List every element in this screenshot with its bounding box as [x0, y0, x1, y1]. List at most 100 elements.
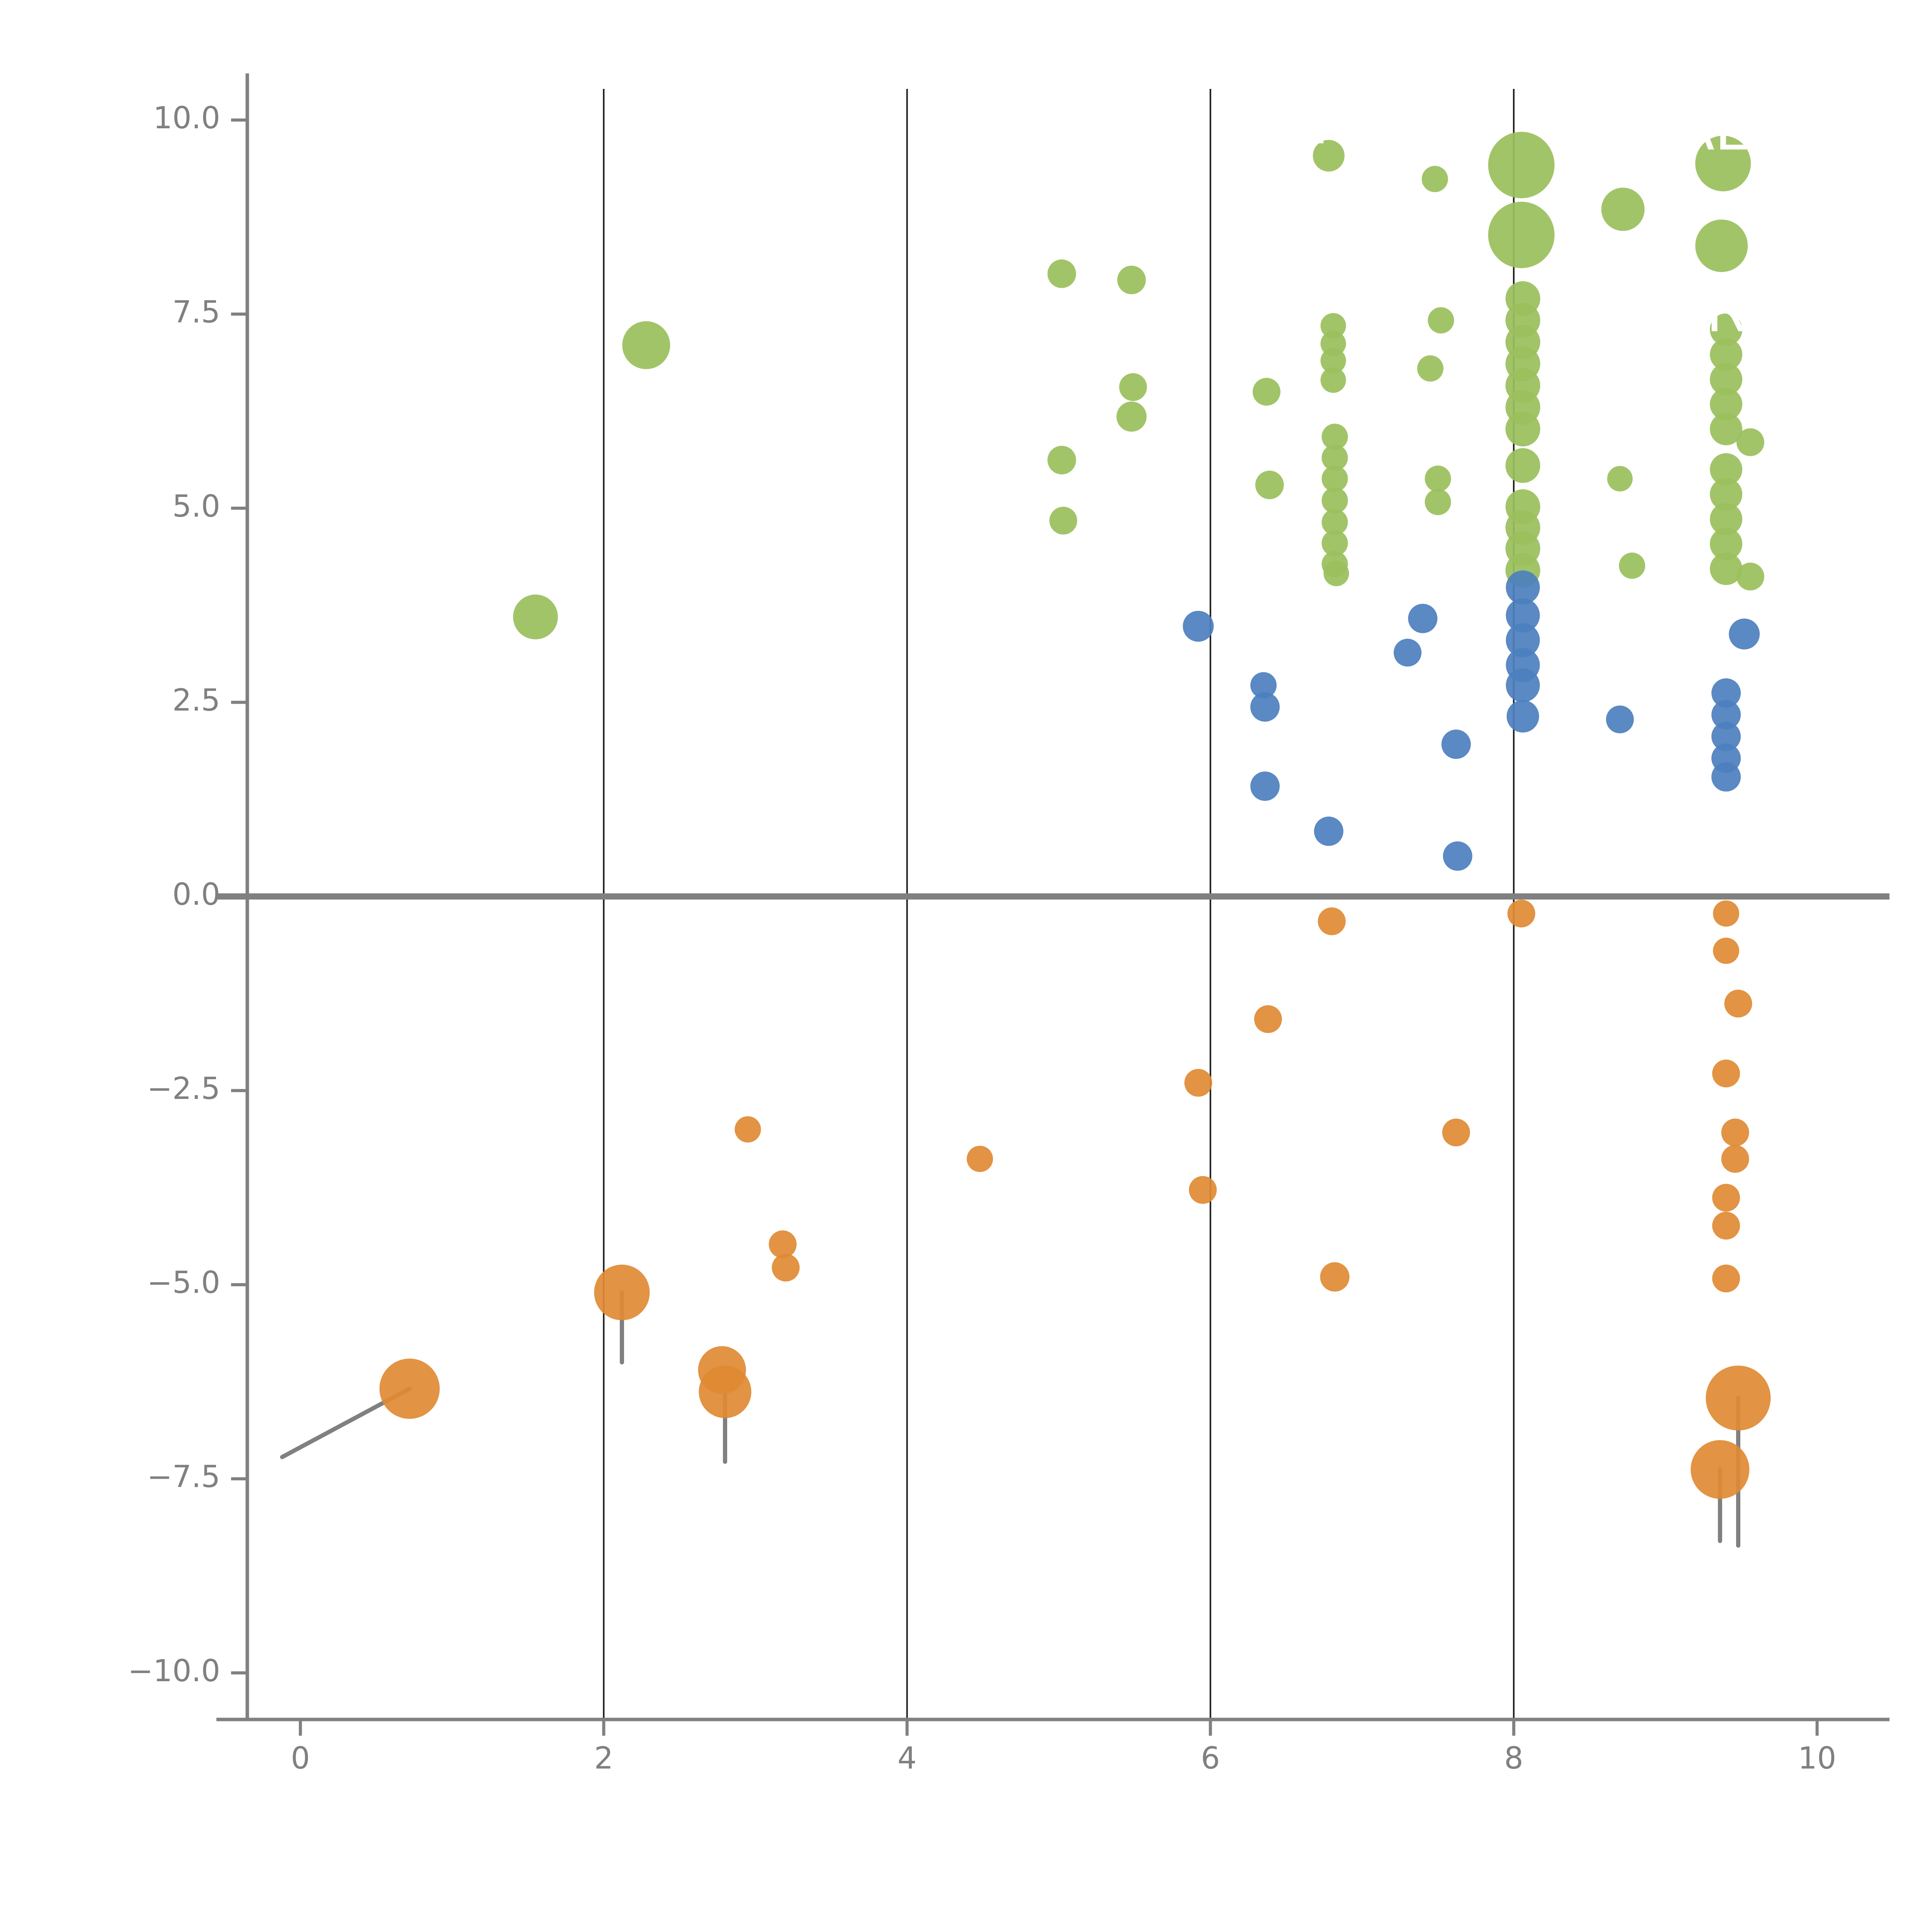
point-green-22[interactable]	[1323, 561, 1349, 587]
point-blue-18[interactable]	[1711, 700, 1741, 730]
y-tick-label-1: 7.5	[172, 295, 220, 330]
point-green-13[interactable]	[1320, 348, 1346, 374]
point-green-26[interactable]	[1425, 489, 1451, 515]
point-green-54[interactable]	[1710, 503, 1743, 536]
point-green-43[interactable]	[1607, 466, 1633, 492]
point-orange-14[interactable]	[1507, 900, 1536, 928]
point-orange-9[interactable]	[1189, 1176, 1217, 1204]
point-green-9[interactable]	[1255, 471, 1284, 499]
point-green-20[interactable]	[1321, 530, 1348, 556]
point-green-6[interactable]	[1119, 373, 1147, 401]
point-green-3[interactable]	[1047, 446, 1076, 474]
point-blue-10[interactable]	[1506, 598, 1540, 633]
point-green-58[interactable]	[1736, 563, 1764, 591]
point-orange-18[interactable]	[1712, 1060, 1740, 1088]
series-orange[interactable]	[379, 900, 1771, 1499]
point-orange-25[interactable]	[1690, 1440, 1750, 1499]
point-green-16[interactable]	[1321, 444, 1348, 471]
series-green[interactable]	[513, 132, 1764, 639]
point-blue-0[interactable]	[1183, 611, 1214, 642]
point-orange-12[interactable]	[1320, 1262, 1350, 1292]
point-blue-14[interactable]	[1507, 700, 1539, 733]
point-blue-11[interactable]	[1506, 623, 1540, 657]
point-green-5[interactable]	[1117, 265, 1146, 294]
point-green-51[interactable]	[1710, 413, 1743, 446]
point-orange-11[interactable]	[1318, 907, 1346, 935]
point-green-36[interactable]	[1505, 412, 1541, 447]
point-green-52[interactable]	[1710, 453, 1743, 486]
y-tick-label-8: −10.0	[128, 1654, 220, 1689]
point-orange-0[interactable]	[379, 1358, 440, 1419]
point-orange-20[interactable]	[1721, 1145, 1749, 1173]
point-green-53[interactable]	[1710, 478, 1743, 511]
point-orange-24[interactable]	[1706, 1366, 1771, 1431]
point-green-37[interactable]	[1505, 448, 1541, 483]
point-green-57[interactable]	[1736, 428, 1764, 456]
point-green-4[interactable]	[1049, 507, 1077, 535]
point-blue-13[interactable]	[1506, 668, 1540, 702]
point-green-55[interactable]	[1710, 527, 1743, 560]
point-orange-17[interactable]	[1724, 990, 1752, 1018]
point-green-28[interactable]	[1488, 132, 1555, 199]
point-orange-13[interactable]	[1442, 1118, 1470, 1146]
point-green-7[interactable]	[1116, 401, 1147, 432]
point-blue-15[interactable]	[1606, 705, 1634, 733]
point-green-10[interactable]	[1313, 140, 1345, 172]
point-orange-16[interactable]	[1713, 937, 1740, 964]
point-orange-3[interactable]	[699, 1366, 752, 1418]
point-green-56[interactable]	[1710, 553, 1743, 585]
point-orange-22[interactable]	[1712, 1212, 1740, 1240]
point-blue-16[interactable]	[1729, 618, 1760, 650]
point-green-19[interactable]	[1321, 509, 1348, 536]
point-orange-4[interactable]	[735, 1116, 761, 1143]
point-orange-15[interactable]	[1713, 900, 1740, 927]
point-green-27[interactable]	[1425, 465, 1451, 492]
point-blue-19[interactable]	[1711, 722, 1741, 752]
data-points[interactable]	[379, 132, 1771, 1499]
point-green-42[interactable]	[1601, 187, 1645, 231]
point-orange-19[interactable]	[1721, 1118, 1749, 1146]
point-green-45[interactable]	[1695, 136, 1751, 192]
point-green-44[interactable]	[1619, 552, 1645, 579]
point-green-25[interactable]	[1417, 355, 1444, 382]
point-green-14[interactable]	[1320, 367, 1346, 393]
point-green-11[interactable]	[1320, 313, 1346, 339]
point-blue-21[interactable]	[1711, 762, 1741, 792]
series-blue[interactable]	[1183, 570, 1760, 871]
point-orange-1[interactable]	[594, 1264, 650, 1320]
point-green-17[interactable]	[1321, 465, 1348, 492]
point-orange-8[interactable]	[1184, 1069, 1213, 1097]
point-orange-23[interactable]	[1712, 1264, 1740, 1293]
point-blue-8[interactable]	[1443, 841, 1473, 871]
point-green-29[interactable]	[1488, 201, 1555, 268]
point-blue-7[interactable]	[1441, 730, 1471, 759]
point-green-23[interactable]	[1422, 166, 1448, 192]
point-green-1[interactable]	[622, 321, 670, 369]
point-green-46[interactable]	[1695, 219, 1748, 272]
point-green-48[interactable]	[1710, 338, 1743, 371]
point-green-2[interactable]	[1047, 259, 1076, 288]
point-blue-5[interactable]	[1393, 639, 1422, 667]
point-orange-7[interactable]	[966, 1146, 993, 1172]
point-orange-5[interactable]	[769, 1230, 797, 1259]
point-orange-10[interactable]	[1254, 1005, 1282, 1033]
point-blue-1[interactable]	[1250, 672, 1277, 699]
point-orange-21[interactable]	[1712, 1184, 1740, 1212]
point-orange-6[interactable]	[772, 1253, 800, 1282]
point-blue-2[interactable]	[1250, 692, 1280, 722]
point-green-0[interactable]	[513, 594, 558, 639]
point-green-24[interactable]	[1428, 307, 1454, 333]
point-green-15[interactable]	[1321, 423, 1348, 450]
point-blue-4[interactable]	[1314, 816, 1344, 846]
point-green-49[interactable]	[1710, 363, 1743, 396]
point-blue-9[interactable]	[1506, 570, 1540, 605]
point-green-47[interactable]	[1710, 313, 1743, 346]
point-blue-6[interactable]	[1408, 604, 1438, 633]
point-green-18[interactable]	[1321, 487, 1348, 514]
point-blue-17[interactable]	[1711, 678, 1741, 708]
point-green-8[interactable]	[1252, 378, 1281, 406]
point-green-50[interactable]	[1710, 388, 1743, 421]
point-blue-3[interactable]	[1250, 771, 1280, 801]
